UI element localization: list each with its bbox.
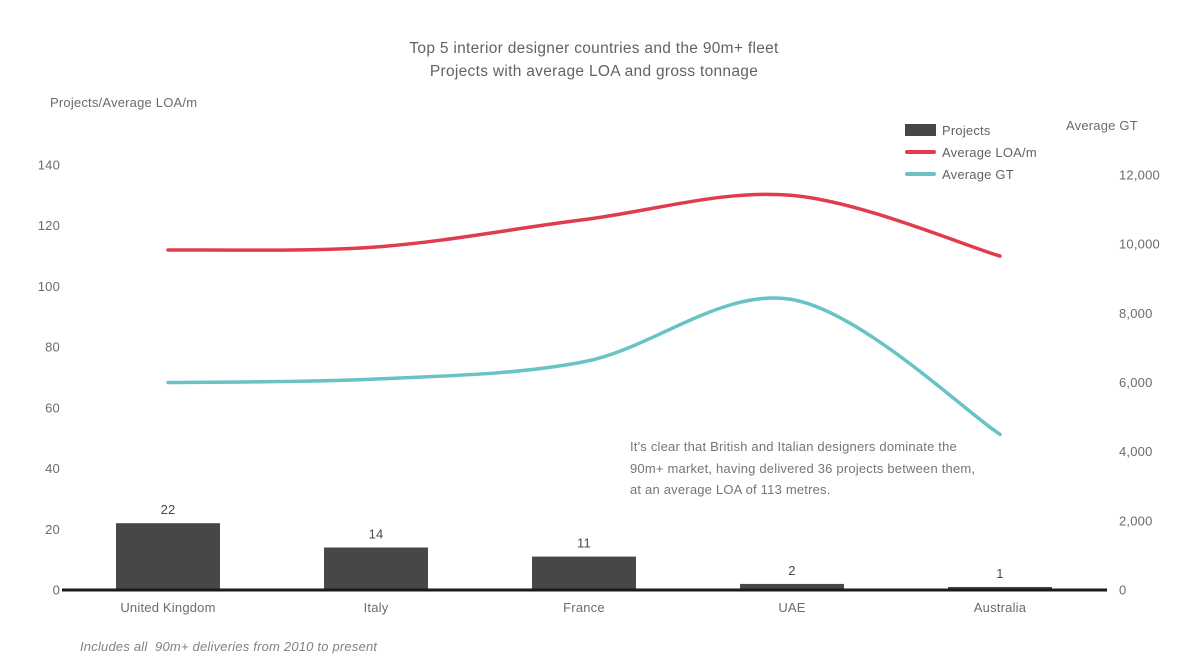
left-tick-label: 100 — [38, 279, 60, 294]
right-axis-tick-labels: 0 2,000 4,000 6,000 8,000 10,000 12,000 — [1119, 168, 1160, 598]
legend-item-average-loa-m: Average LOA/m — [905, 141, 1037, 163]
category-label-france: France — [563, 600, 605, 615]
bar-value-label-australia: 1 — [996, 566, 1003, 581]
bar-value-label-italy: 14 — [369, 527, 384, 542]
legend-label: Average GT — [942, 166, 1014, 182]
left-tick-label: 20 — [45, 522, 60, 537]
bar-value-label-france: 11 — [577, 536, 591, 551]
legend: Projects Average LOA/m Average GT — [905, 119, 1037, 185]
bar-value-label-uae: 2 — [788, 563, 795, 578]
left-tick-label: 140 — [38, 158, 60, 173]
right-tick-label: 10,000 — [1119, 237, 1160, 252]
bar-value-label-united-kingdom: 22 — [161, 502, 176, 517]
left-axis-title: Projects/Average LOA/m — [50, 95, 198, 110]
line-swatch-icon — [905, 150, 936, 154]
bar-united-kingdom — [116, 523, 220, 590]
left-tick-label: 120 — [38, 218, 60, 233]
right-tick-label: 8,000 — [1119, 306, 1153, 321]
right-tick-label: 6,000 — [1119, 375, 1153, 390]
footnote-text: Includes all 90m+ deliveries from 2010 t… — [80, 639, 378, 654]
bar-italy — [324, 547, 428, 590]
left-tick-label: 80 — [45, 340, 60, 355]
category-label-uae: UAE — [778, 600, 805, 615]
right-axis-title: Average GT — [1066, 118, 1138, 133]
line-swatch-icon — [905, 172, 936, 176]
right-tick-label: 0 — [1119, 583, 1126, 598]
chart-title-line2: Projects with average LOA and gross tonn… — [429, 63, 759, 80]
left-axis-tick-labels: 0 20 40 60 80 100 120 140 — [38, 158, 60, 598]
right-tick-label: 12,000 — [1119, 168, 1160, 183]
line-average-gt — [166, 296, 1002, 437]
right-tick-label: 2,000 — [1119, 513, 1153, 528]
legend-item-projects: Projects — [905, 119, 1037, 141]
legend-item-average-gt: Average GT — [905, 163, 1037, 185]
annotation-text: It's clear that British and Italian desi… — [630, 439, 976, 497]
bar-swatch-icon — [905, 124, 936, 136]
legend-label: Projects — [942, 122, 991, 138]
chart-title-line1: Top 5 interior designer countries and th… — [409, 40, 779, 57]
bars-projects: 22 14 11 2 1 — [116, 502, 1052, 590]
chart-title: Top 5 interior designer countries and th… — [0, 37, 1188, 83]
category-label-australia: Australia — [974, 600, 1027, 615]
line-average-loa-m — [166, 192, 1002, 258]
category-label-united-kingdom: United Kingdom — [120, 600, 215, 615]
left-tick-label: 60 — [45, 400, 60, 415]
x-axis-category-labels: United Kingdom Italy France UAE Australia — [120, 600, 1026, 615]
category-label-italy: Italy — [364, 600, 389, 615]
bar-uae — [740, 583, 844, 590]
bar-france — [532, 556, 636, 590]
left-tick-label: 0 — [53, 583, 60, 598]
right-tick-label: 4,000 — [1119, 444, 1153, 459]
left-tick-label: 40 — [45, 461, 60, 476]
bar-australia — [948, 586, 1052, 590]
legend-label: Average LOA/m — [942, 144, 1037, 160]
